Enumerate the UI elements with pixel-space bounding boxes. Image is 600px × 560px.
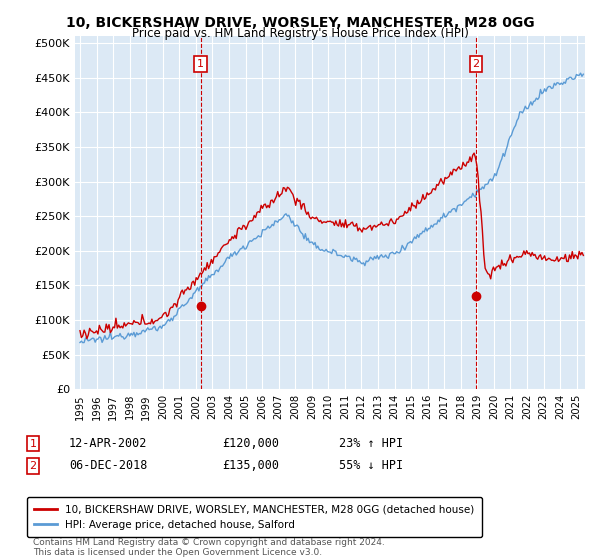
Text: 2: 2 xyxy=(472,59,479,69)
Text: £120,000: £120,000 xyxy=(222,437,279,450)
Text: 2: 2 xyxy=(29,461,37,471)
Text: £135,000: £135,000 xyxy=(222,459,279,473)
Text: 1: 1 xyxy=(29,438,37,449)
Legend: 10, BICKERSHAW DRIVE, WORSLEY, MANCHESTER, M28 0GG (detached house), HPI: Averag: 10, BICKERSHAW DRIVE, WORSLEY, MANCHESTE… xyxy=(26,497,482,538)
Text: Price paid vs. HM Land Registry's House Price Index (HPI): Price paid vs. HM Land Registry's House … xyxy=(131,27,469,40)
Text: Contains HM Land Registry data © Crown copyright and database right 2024.
This d: Contains HM Land Registry data © Crown c… xyxy=(33,538,385,557)
Text: 55% ↓ HPI: 55% ↓ HPI xyxy=(339,459,403,473)
Text: 12-APR-2002: 12-APR-2002 xyxy=(69,437,148,450)
Text: 1: 1 xyxy=(197,59,204,69)
Text: 10, BICKERSHAW DRIVE, WORSLEY, MANCHESTER, M28 0GG: 10, BICKERSHAW DRIVE, WORSLEY, MANCHESTE… xyxy=(65,16,535,30)
Text: 06-DEC-2018: 06-DEC-2018 xyxy=(69,459,148,473)
Text: 23% ↑ HPI: 23% ↑ HPI xyxy=(339,437,403,450)
